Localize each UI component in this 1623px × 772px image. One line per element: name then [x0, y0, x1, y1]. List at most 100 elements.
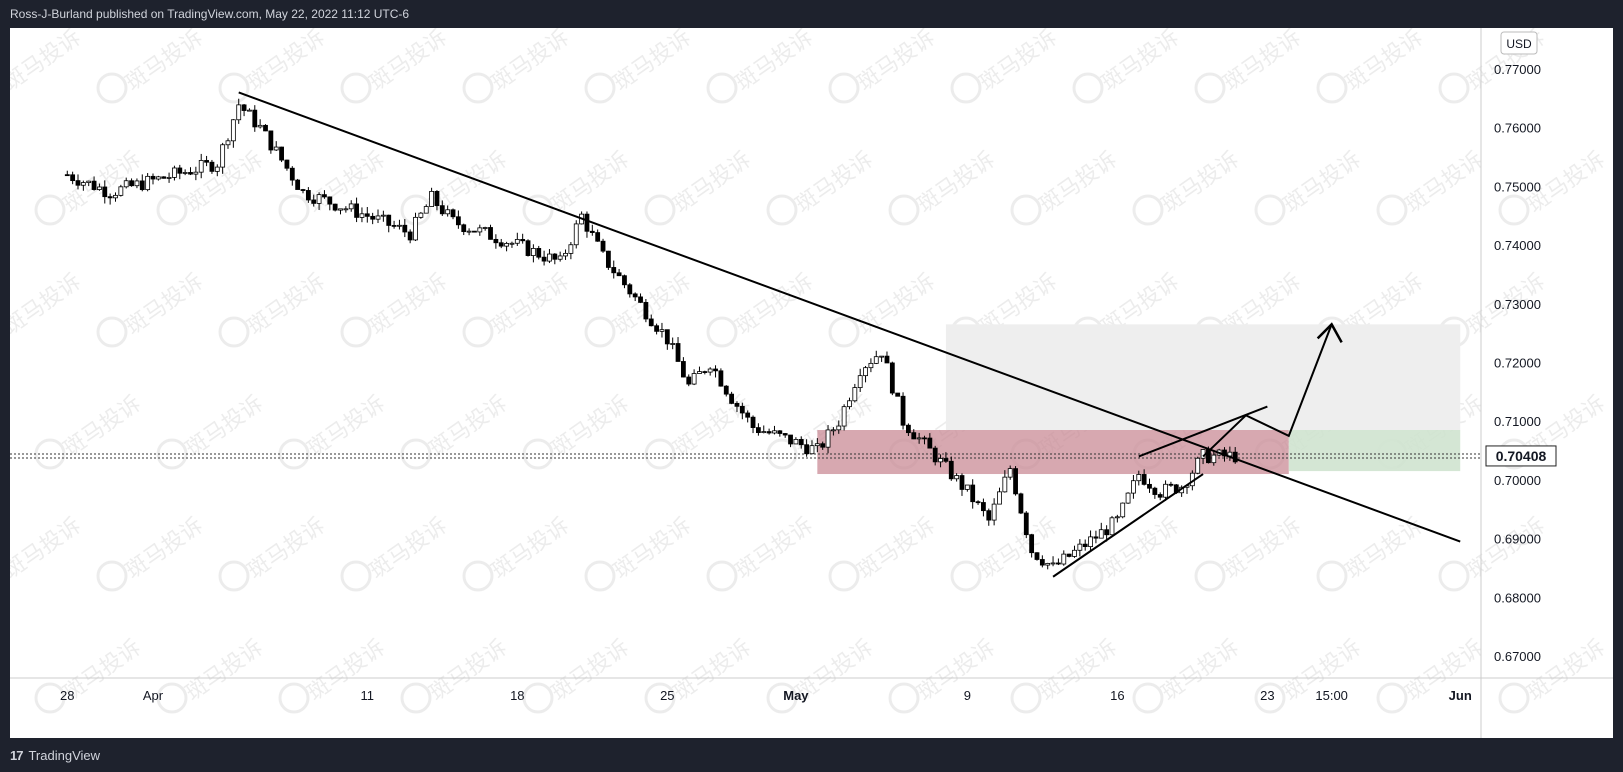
- candle: [863, 365, 868, 383]
- candle: [755, 423, 761, 436]
- price-tick: 0.75000: [1494, 179, 1541, 194]
- candle: [477, 224, 483, 236]
- candle: [948, 456, 954, 481]
- candle: [1114, 514, 1120, 523]
- candle: [1211, 450, 1217, 466]
- candle: [670, 337, 676, 350]
- candle: [766, 428, 772, 435]
- candle: [188, 167, 193, 176]
- candle: [857, 368, 863, 392]
- candle: [263, 124, 268, 132]
- candle: [938, 454, 943, 468]
- candle: [450, 208, 456, 220]
- candle: [1045, 562, 1051, 570]
- wedge-lower-line[interactable]: [1052, 473, 1204, 578]
- time-tick: 9: [964, 688, 971, 703]
- last-price-badge: [1485, 445, 1557, 467]
- candle: [214, 164, 220, 177]
- candle: [279, 146, 284, 163]
- candle: [102, 180, 108, 204]
- candle: [1023, 511, 1029, 539]
- candle: [370, 212, 376, 225]
- candle: [605, 250, 611, 270]
- price-tick: 0.67000: [1494, 649, 1541, 664]
- candle: [852, 383, 858, 403]
- candle: [793, 437, 799, 445]
- candle: [300, 188, 306, 194]
- time-tick: 18: [510, 688, 524, 703]
- candle: [429, 187, 434, 207]
- candle: [557, 251, 563, 262]
- candle: [236, 98, 242, 124]
- candle: [129, 178, 134, 187]
- candle: [380, 210, 386, 222]
- candle: [461, 223, 467, 236]
- candle: [161, 176, 167, 179]
- candle: [1050, 556, 1056, 567]
- candle: [584, 211, 590, 238]
- candle: [1109, 515, 1115, 536]
- price-tick: 0.73000: [1494, 297, 1541, 312]
- candle: [386, 214, 392, 233]
- candle: [1013, 466, 1018, 496]
- tradingview-logo[interactable]: 17 TradingView: [10, 748, 100, 763]
- time-tick: 23: [1260, 688, 1274, 703]
- tradingview-logo-icon: 17: [10, 747, 24, 763]
- candle: [80, 180, 86, 191]
- last-price-label: 0.70408: [1496, 448, 1547, 464]
- time-tick: 28: [60, 688, 74, 703]
- candle: [504, 241, 509, 252]
- candle: [932, 445, 938, 466]
- candle: [257, 119, 263, 129]
- candle: [1007, 465, 1013, 480]
- candle: [1029, 533, 1035, 558]
- candle: [981, 498, 986, 517]
- candle: [407, 229, 413, 244]
- candle: [916, 432, 922, 444]
- candle: [782, 433, 788, 438]
- chart-area[interactable]: 斑马投诉 斑马投诉 斑马投诉 斑马投诉 斑马投诉 斑马投诉 斑马投诉 斑马投诉 斑马投诉 斑马投诉…: [0, 24, 1613, 738]
- candle: [680, 357, 686, 378]
- candle: [1088, 530, 1093, 552]
- candle: [198, 153, 204, 179]
- candle: [745, 410, 751, 423]
- candle: [1034, 552, 1040, 561]
- candle: [927, 433, 933, 449]
- price-chart[interactable]: 斑马投诉 斑马投诉 斑马投诉 斑马投诉 斑马投诉 斑马投诉 斑马投诉 斑马投诉 斑马投诉 斑马投诉…: [0, 24, 1613, 738]
- candle: [75, 174, 81, 190]
- candle: [434, 190, 440, 211]
- candle: [750, 415, 756, 434]
- descending-trendline[interactable]: [238, 91, 1461, 543]
- candle: [1125, 492, 1131, 504]
- candle: [1152, 486, 1158, 499]
- candle: [91, 176, 97, 191]
- candle: [509, 241, 515, 248]
- candle: [1098, 522, 1104, 539]
- candle: [718, 368, 724, 387]
- candle: [1072, 545, 1077, 558]
- candle: [118, 184, 124, 197]
- candle: [1082, 539, 1088, 551]
- candle: [145, 173, 151, 192]
- tradingview-brand: TradingView: [28, 747, 101, 763]
- candle: [445, 205, 451, 217]
- candle: [155, 175, 161, 181]
- projection-arrow[interactable]: [1202, 323, 1333, 458]
- candle: [563, 249, 568, 260]
- candle: [659, 322, 665, 338]
- time-tick: Apr: [143, 688, 164, 703]
- target-zone: [945, 324, 1461, 431]
- candle: [472, 230, 477, 233]
- candle: [354, 197, 359, 223]
- candle: [589, 224, 595, 236]
- time-axis-labels: 28 Apr 11 18 25 May 9 16 23 15:00 Jun: [60, 688, 1472, 703]
- candle: [166, 172, 172, 183]
- candle: [697, 366, 702, 374]
- attribution-bar: Ross-J-Burland published on TradingView.…: [0, 0, 1623, 28]
- candle: [595, 229, 601, 242]
- candle: [209, 159, 215, 174]
- currency-badge[interactable]: [1500, 31, 1538, 55]
- candle: [836, 420, 842, 434]
- candle: [439, 200, 445, 216]
- candle: [702, 370, 708, 375]
